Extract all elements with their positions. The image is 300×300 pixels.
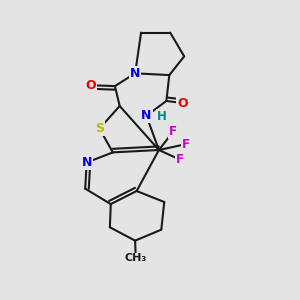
Text: F: F: [182, 138, 190, 151]
Text: O: O: [85, 79, 96, 92]
Text: H: H: [157, 110, 167, 123]
Text: CH₃: CH₃: [124, 254, 147, 263]
Text: F: F: [169, 125, 177, 138]
Text: N: N: [141, 109, 152, 122]
Text: S: S: [95, 122, 104, 135]
Text: N: N: [130, 67, 140, 80]
Text: N: N: [82, 156, 92, 169]
Text: F: F: [176, 153, 184, 166]
Text: O: O: [177, 97, 188, 110]
